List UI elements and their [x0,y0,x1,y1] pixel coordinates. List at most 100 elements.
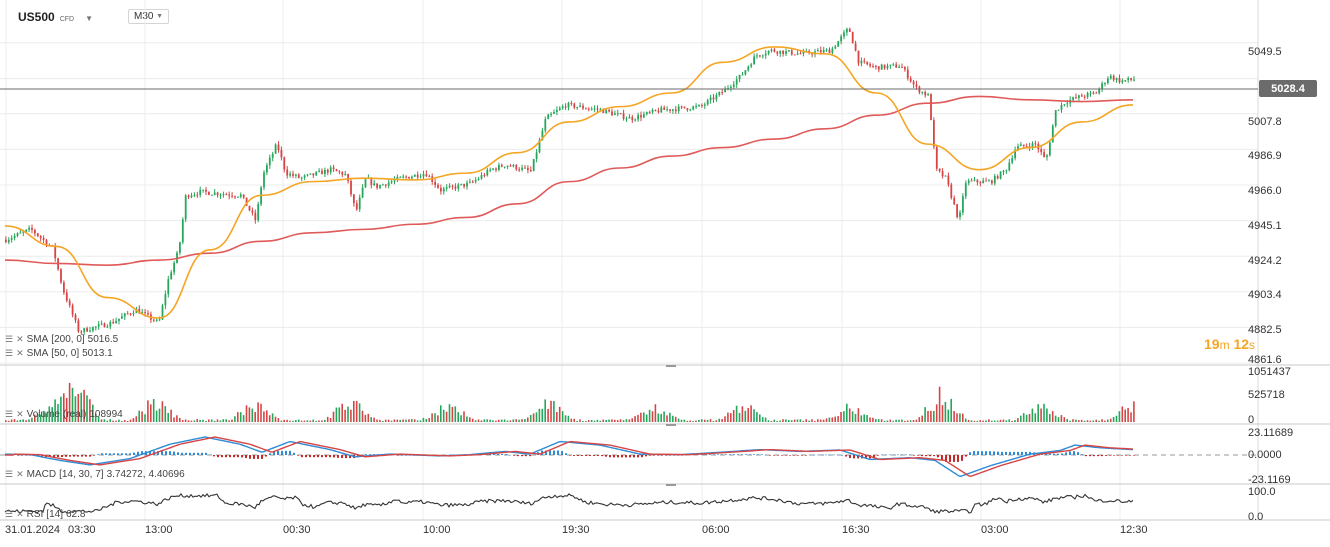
macd-histogram-bar [1101,455,1103,457]
candle-body [889,64,892,66]
macd-histogram-bar [793,455,795,456]
symbol-selector[interactable]: US500 CFD ▼ [18,10,93,24]
candle-body [869,64,871,66]
volume-bar [651,411,654,422]
volume-bar [460,415,462,422]
volume-bar [440,405,442,422]
volume-bar [840,411,842,422]
volume-bar [750,405,752,422]
pane-resize-handle[interactable] [666,484,676,486]
volume-bar [283,419,285,422]
candle-body [930,94,932,121]
volume-bar [466,416,468,422]
candle-body [152,319,155,321]
close-icon[interactable]: ✕ [16,409,24,419]
volume-bar [65,397,68,422]
volume-bar [976,420,979,422]
candle-body [759,55,761,57]
macd-tick: 0.0000 [1248,449,1282,461]
menu-icon[interactable]: ☰ [5,509,14,519]
volume-bar [103,419,106,422]
candle-body [437,184,439,188]
candle-body [738,74,741,80]
candle-body [556,110,558,113]
volume-bar [904,420,906,422]
rsi-line [4,492,1134,515]
volume-bar [60,396,62,422]
macd-histogram-bar [569,455,571,456]
volume-bar [863,414,865,422]
volume-bar [872,417,874,422]
menu-icon[interactable]: ☰ [5,334,14,344]
candle-body [405,176,407,178]
volume-bar [701,419,703,422]
menu-icon[interactable]: ☰ [5,409,14,419]
volume-bar [909,420,912,422]
volume-bar [622,420,625,422]
candle-body [283,157,286,170]
volume-bar [77,393,80,422]
candle-body [866,61,869,65]
volume-bar [350,409,352,422]
candle-body [274,144,277,154]
timeframe-selector[interactable]: M30 ▼ [128,9,169,24]
volume-bar [1046,408,1048,422]
candle-body [605,109,608,114]
legend-sma200-params: [200, 0] [51,334,85,345]
volume-bar [216,419,219,422]
volume-bar [770,420,773,422]
time-tick: 10:00 [423,524,451,536]
candle-body [187,195,190,198]
macd-histogram-bar [97,454,99,455]
volume-bar [579,419,581,422]
macd-histogram-bar [309,455,311,458]
legend-sma50-params: [50, 0] [51,348,80,359]
menu-icon[interactable]: ☰ [5,348,14,358]
macd-histogram-bar [745,454,747,455]
macd-histogram-bar [1053,453,1055,455]
legend-sma50-value: 5013.1 [82,348,113,359]
volume-bar [173,417,175,422]
candle-body [86,328,88,332]
macd-histogram-bar [121,453,123,455]
volume-bar [895,419,897,422]
volume-bar [544,399,546,422]
macd-histogram-bar [1009,451,1011,455]
candle-body [242,194,245,198]
macd-histogram-bar [1121,455,1123,456]
macd-histogram-bar [881,454,883,456]
candle-body [854,43,857,51]
volume-bar [1080,419,1083,422]
candle-body [115,320,117,324]
macd-histogram-bar [193,452,195,455]
candle-body [103,323,106,328]
macd-histogram-bar [1065,452,1067,455]
macd-histogram-bar [245,455,247,459]
menu-icon[interactable]: ☰ [5,469,14,479]
volume-bar [312,419,314,422]
candle-body [364,178,367,188]
candle-body [312,173,315,176]
candle-body [724,88,726,93]
volume-bar [550,400,552,422]
candle-body [718,92,721,95]
candle-body [100,323,103,325]
candle-body [935,146,938,169]
volume-bar [883,420,886,422]
candle-body [413,174,416,177]
candle-body [335,169,338,172]
close-icon[interactable]: ✕ [16,348,24,358]
macd-histogram-bar [729,454,731,455]
close-icon[interactable]: ✕ [16,334,24,344]
volume-bar [590,419,593,422]
candle-body [1066,103,1069,105]
volume-bar [996,420,999,422]
macd-histogram-bar [701,454,703,455]
pane-resize-handle[interactable] [666,365,676,367]
close-icon[interactable]: ✕ [16,469,24,479]
chart-grid [0,0,1259,520]
pane-resize-handle[interactable] [666,424,676,426]
volume-bar [535,412,538,422]
close-icon[interactable]: ✕ [16,509,24,519]
